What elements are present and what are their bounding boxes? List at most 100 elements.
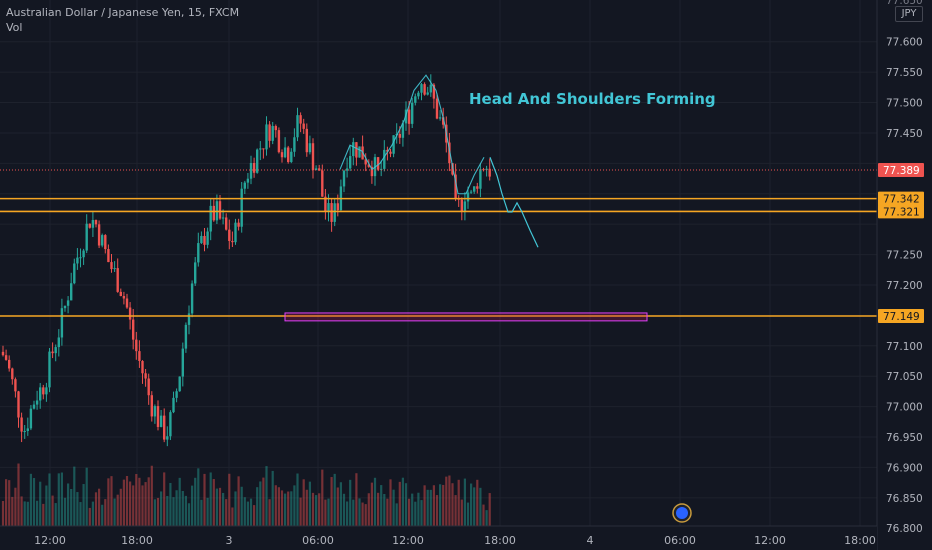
volume-bar (339, 482, 342, 526)
candle-body (82, 250, 85, 258)
candle-body (17, 391, 20, 418)
candle-body (463, 201, 467, 212)
candle-body (163, 415, 166, 440)
volume-bar (305, 489, 308, 526)
volume-bar (311, 492, 315, 526)
y-tick-label: 77.500 (886, 98, 923, 110)
candle-body (4, 355, 8, 360)
candle-body (35, 400, 39, 405)
volume-bar (302, 479, 305, 526)
candle-body (51, 351, 54, 354)
volume-bar (284, 493, 287, 526)
candle-body (150, 395, 153, 417)
candle-body (54, 347, 57, 354)
volume-bar (454, 495, 457, 526)
last-price-badge-text: 77.389 (883, 165, 920, 177)
candle-body (212, 205, 215, 221)
candle-body (91, 220, 95, 228)
volume-bar (327, 498, 330, 526)
volume-bar (246, 501, 249, 526)
volume-bar (104, 499, 107, 526)
volume-bar (460, 499, 463, 526)
candle-body (45, 387, 48, 395)
candle-body (42, 387, 45, 395)
volume-bar (482, 504, 485, 526)
volume-bar (67, 483, 70, 526)
volume-bar (11, 496, 14, 526)
candle-body (203, 235, 206, 245)
candles (1, 74, 491, 447)
candle-body (11, 368, 14, 380)
volume-bar (129, 481, 132, 526)
volume-bar (110, 476, 113, 526)
volume-bar (153, 499, 156, 526)
candle-body (107, 249, 110, 263)
volume-bar (5, 479, 8, 526)
volume-bar (212, 479, 215, 526)
level-price-badge: 77.149 (878, 308, 924, 323)
volume-bar (156, 497, 160, 526)
projection-path (489, 157, 539, 248)
volume-bar (417, 492, 420, 526)
candle-body (293, 137, 296, 152)
candle-body (305, 128, 308, 153)
candle-body (314, 168, 318, 171)
candle-body (20, 417, 23, 432)
price-axis-bg (877, 0, 932, 550)
candle-body (358, 146, 361, 158)
candle-body (197, 243, 200, 263)
candle-body (383, 149, 386, 169)
volume-bar (107, 478, 110, 526)
candle-body (469, 191, 473, 193)
candle-body (345, 168, 349, 171)
candle-body (249, 163, 253, 179)
candle-body (380, 168, 383, 170)
event-flag-icon[interactable] (672, 503, 692, 523)
volume-bar (172, 497, 175, 526)
x-tick-label: 18:00 (121, 534, 153, 547)
volume-bar (70, 488, 73, 526)
volume-bar (101, 504, 104, 526)
candle-body (132, 319, 135, 340)
candle-body (88, 223, 91, 228)
candle-body (485, 168, 488, 171)
volume-bar (141, 485, 144, 526)
volume-bar (253, 505, 256, 526)
x-tick-label: 12:00 (754, 534, 786, 547)
level-price-badge-bg (878, 191, 924, 206)
candle-body (125, 298, 129, 308)
volume-bar (116, 494, 119, 526)
candle-body (392, 135, 395, 154)
candle-body (63, 305, 67, 309)
candle-body (181, 348, 184, 377)
currency-badge[interactable]: JPY (895, 6, 923, 22)
candle-body (376, 157, 380, 170)
candle-body (476, 186, 479, 189)
volume-bar (476, 479, 479, 526)
candle-body (324, 196, 327, 212)
candle-body (119, 291, 122, 296)
x-tick-label: 18:00 (844, 534, 876, 547)
volume-bar (231, 507, 234, 526)
volume-bar (209, 472, 212, 526)
candle-body (228, 229, 231, 241)
volume-bar (20, 496, 23, 526)
volume-bar (361, 502, 364, 526)
candle-body (451, 163, 454, 175)
volume-bar (426, 489, 429, 526)
candle-body (355, 142, 358, 158)
candle-body (330, 203, 333, 222)
volume-bar (234, 491, 237, 526)
candle-body (398, 133, 401, 138)
volume-bar (147, 477, 150, 526)
volume-bar (228, 473, 231, 526)
volume-bar (358, 498, 361, 526)
volume-bar (463, 478, 466, 526)
pattern-annotation: Head And Shoulders Forming (469, 90, 716, 108)
candle-body (200, 235, 203, 244)
volume-bar (82, 484, 85, 526)
volume-bar (488, 493, 491, 526)
candle-body (259, 148, 262, 150)
volume-bar (398, 481, 401, 526)
